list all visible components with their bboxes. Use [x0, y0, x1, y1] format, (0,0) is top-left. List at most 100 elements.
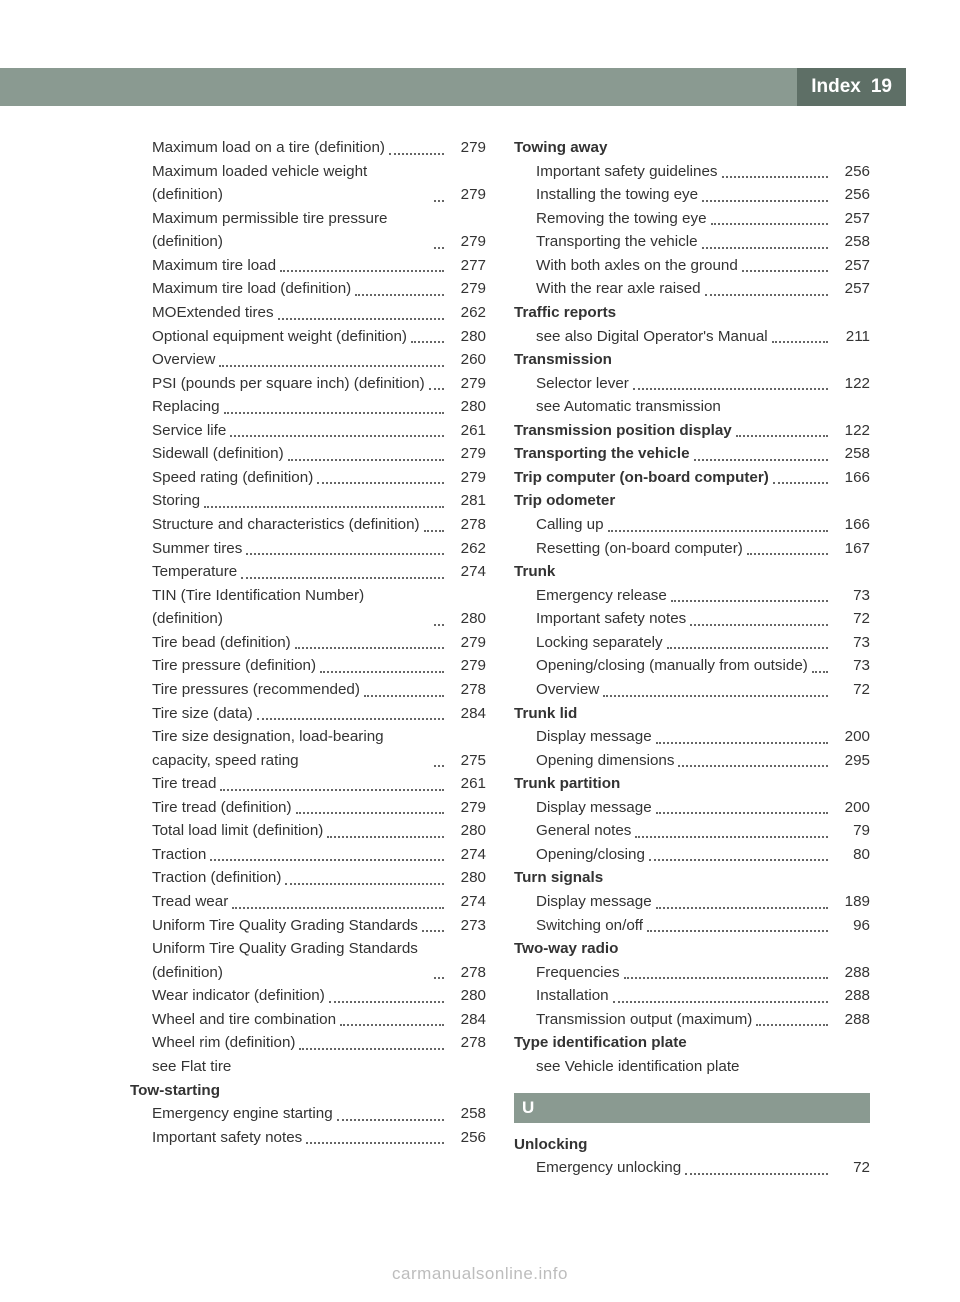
- index-subentry-page: 281: [448, 489, 486, 513]
- index-subentry: Wheel rim (definition) 278: [130, 1031, 486, 1055]
- index-heading-label: Trunk lid: [514, 702, 577, 726]
- index-subentry: Transmission output (maximum)288: [514, 1008, 870, 1032]
- index-subentry-page: 73: [832, 584, 870, 608]
- index-subentry: Frequencies288: [514, 961, 870, 985]
- index-subentry: Installation288: [514, 984, 870, 1008]
- leader-dots: [295, 647, 444, 649]
- index-heading-label: Towing away: [514, 136, 607, 160]
- index-subentry-page: 280: [448, 395, 486, 419]
- index-subentry-label: Uniform Tire Quality Grading Standards: [152, 914, 418, 938]
- index-subentry-label: Emergency release: [536, 584, 667, 608]
- index-subentry-label: Speed rating (definition): [152, 466, 313, 490]
- leader-dots: [711, 223, 828, 225]
- index-subentry-page: 122: [832, 372, 870, 396]
- header-title: Index: [811, 76, 861, 98]
- index-subentry: Overview 260: [130, 348, 486, 372]
- leader-dots: [742, 270, 828, 272]
- index-subentry: Important safety guidelines256: [514, 160, 870, 184]
- leader-dots: [340, 1024, 444, 1026]
- index-heading-label: Trunk: [514, 560, 555, 584]
- leader-dots: [635, 836, 828, 838]
- index-subentry-page: 280: [448, 866, 486, 890]
- leader-dots: [756, 1024, 828, 1026]
- index-subentry: Removing the towing eye257: [514, 207, 870, 231]
- index-subentry-page: 200: [832, 796, 870, 820]
- leader-dots: [678, 765, 828, 767]
- leader-dots: [633, 388, 828, 390]
- index-subentry-label: Maximum loaded vehicle weight (definitio…: [152, 160, 430, 207]
- leader-dots: [317, 482, 444, 484]
- index-subentry: Maximum permissible tire pressure (defin…: [130, 207, 486, 254]
- index-subentry-page: 167: [832, 537, 870, 561]
- index-heading-label: Turn signals: [514, 866, 603, 890]
- index-subentry: Sidewall (definition)279: [130, 442, 486, 466]
- leader-dots: [656, 907, 828, 909]
- leader-dots: [434, 200, 444, 202]
- index-subentry-page: 284: [448, 702, 486, 726]
- index-subentry-page: 200: [832, 725, 870, 749]
- index-entry: Trip computer (on-board computer)166: [514, 466, 870, 490]
- index-subentry-label: Tire size designation, load-bearing capa…: [152, 725, 430, 772]
- leader-dots: [613, 1001, 828, 1003]
- index-subentry-page: 72: [832, 607, 870, 631]
- index-subentry: TIN (Tire Identification Number) (defini…: [130, 584, 486, 631]
- leader-dots: [411, 341, 444, 343]
- index-subentry-label: Maximum tire load: [152, 254, 276, 278]
- index-subentry: Transporting the vehicle258: [514, 230, 870, 254]
- index-subentry-label: Locking separately: [536, 631, 663, 655]
- index-subentry-page: 279: [448, 654, 486, 678]
- index-subentry-page: 273: [448, 914, 486, 938]
- leader-dots: [702, 200, 828, 202]
- index-subentry: Opening/closing80: [514, 843, 870, 867]
- index-subentry: Storing281: [130, 489, 486, 513]
- leader-dots: [232, 907, 444, 909]
- leader-dots: [624, 977, 828, 979]
- leader-dots: [210, 859, 444, 861]
- index-subentry-page: 260: [448, 348, 486, 372]
- leader-dots: [685, 1173, 828, 1175]
- index-subentry: Structure and characteristics (definitio…: [130, 513, 486, 537]
- index-subentry-label: General notes: [536, 819, 631, 843]
- leader-dots: [667, 647, 828, 649]
- index-subentry-label: Optional equipment weight (definition): [152, 325, 407, 349]
- index-subentry-label: Tire bead (definition): [152, 631, 291, 655]
- leader-dots: [296, 812, 444, 814]
- index-subentry-page: 274: [448, 890, 486, 914]
- index-subentry: Emergency engine starting258: [130, 1102, 486, 1126]
- leader-dots: [320, 671, 444, 673]
- index-subentry-page: 279: [448, 372, 486, 396]
- index-subentry-label: Opening/closing (manually from outside): [536, 654, 808, 678]
- index-entry: Transporting the vehicle258: [514, 442, 870, 466]
- leader-dots: [656, 812, 828, 814]
- index-subentry-page: 280: [448, 325, 486, 349]
- index-entry-page: 166: [832, 466, 870, 490]
- index-subentry-page: 278: [448, 1031, 486, 1055]
- index-subentry-label: With both axles on the ground: [536, 254, 738, 278]
- index-heading-label: Traffic reports: [514, 301, 616, 325]
- index-subentry-label: Installation: [536, 984, 609, 1008]
- index-subentry-label: Display message: [536, 890, 652, 914]
- index-heading: Traffic reports: [514, 301, 870, 325]
- index-columns: Maximum load on a tire (definition)279Ma…: [130, 136, 870, 1180]
- index-column-left: Maximum load on a tire (definition)279Ma…: [130, 136, 486, 1180]
- index-subentry: Replacing280: [130, 395, 486, 419]
- index-subentry-page: 275: [448, 749, 486, 773]
- leader-dots: [434, 624, 444, 626]
- index-subentry-label: Total load limit (definition): [152, 819, 323, 843]
- index-subentry: see Vehicle identification plate: [514, 1055, 870, 1079]
- index-subentry-label: Overview: [152, 348, 215, 372]
- index-subentry: Display message189: [514, 890, 870, 914]
- leader-dots: [278, 318, 444, 320]
- leader-dots: [219, 365, 444, 367]
- section-letter: U: [514, 1093, 870, 1123]
- index-subentry: With both axles on the ground257: [514, 254, 870, 278]
- index-subentry: Tire pressures (recommended)278: [130, 678, 486, 702]
- index-subentry-label: PSI (pounds per square inch) (definition…: [152, 372, 425, 396]
- index-subentry: Switching on/off96: [514, 914, 870, 938]
- index-subentry-page: 279: [448, 277, 486, 301]
- leader-dots: [429, 388, 444, 390]
- index-subentry: Tire size (data)284: [130, 702, 486, 726]
- index-subentry-label: Wheel rim (definition): [152, 1031, 295, 1055]
- index-subentry: PSI (pounds per square inch) (definition…: [130, 372, 486, 396]
- index-subentry: Important safety notes256: [130, 1126, 486, 1150]
